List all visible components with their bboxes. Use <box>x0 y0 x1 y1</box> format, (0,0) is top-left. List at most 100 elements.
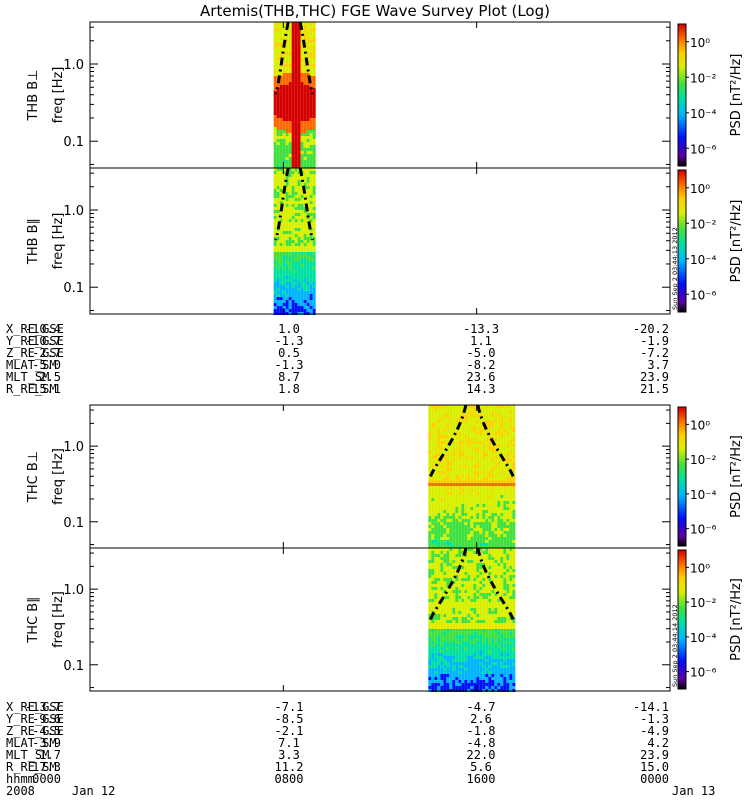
heatmap-cell <box>452 548 456 551</box>
heatmap-cell <box>512 548 516 551</box>
heatmap-cell <box>282 55 286 58</box>
heatmap-cell <box>285 228 289 231</box>
heatmap-cell <box>479 668 483 671</box>
heatmap-cell <box>491 432 495 435</box>
heatmap-cell <box>488 462 492 465</box>
heatmap-cell <box>431 659 435 662</box>
heatmap-cell <box>276 273 280 276</box>
heatmap-cell <box>452 629 456 632</box>
heatmap-cell <box>437 674 441 677</box>
heatmap-cell <box>279 210 283 213</box>
ephemeris-value: 0800 <box>275 772 304 786</box>
heatmap-cell <box>273 25 277 28</box>
heatmap-cell <box>485 411 489 414</box>
heatmap-cell <box>455 432 459 435</box>
heatmap-cell <box>282 210 286 213</box>
heatmap-cell <box>279 106 283 109</box>
heatmap-cell <box>482 486 486 489</box>
heatmap-cell <box>312 139 316 142</box>
heatmap-cell <box>291 58 295 61</box>
heatmap-cell <box>434 525 438 528</box>
heatmap-cell <box>464 501 468 504</box>
heatmap-cell <box>494 644 498 647</box>
heatmap-cell <box>440 420 444 423</box>
heatmap-cell <box>461 480 465 483</box>
heatmap-cell <box>279 195 283 198</box>
heatmap-cell <box>452 584 456 587</box>
heatmap-cell <box>306 79 310 82</box>
heatmap-cell <box>455 507 459 510</box>
heatmap-cell <box>497 510 501 513</box>
heatmap-cell <box>273 225 277 228</box>
heatmap-cell <box>485 444 489 447</box>
heatmap-cell <box>437 468 441 471</box>
heatmap-cell <box>309 180 313 183</box>
heatmap-cell <box>497 623 501 626</box>
heatmap-cell <box>294 139 298 142</box>
heatmap-cell <box>285 219 289 222</box>
heatmap-cell <box>503 677 507 680</box>
heatmap-cell <box>452 459 456 462</box>
heatmap-cell <box>467 575 471 578</box>
heatmap-cell <box>297 291 301 294</box>
heatmap-cell <box>291 136 295 139</box>
heatmap-cell <box>309 279 313 282</box>
heatmap-cell <box>291 37 295 40</box>
heatmap-cell <box>464 498 468 501</box>
heatmap-cell <box>282 145 286 148</box>
heatmap-cell <box>488 674 492 677</box>
heatmap-cell <box>464 459 468 462</box>
heatmap-cell <box>306 216 310 219</box>
heatmap-cell <box>506 659 510 662</box>
heatmap-cell <box>482 554 486 557</box>
y-tick-label: 0.1 <box>63 659 84 674</box>
heatmap-cell <box>285 46 289 49</box>
heatmap-cell <box>497 626 501 629</box>
heatmap-cell <box>446 590 450 593</box>
heatmap-cell <box>300 309 304 312</box>
heatmap-cell <box>282 225 286 228</box>
heatmap-cell <box>306 306 310 309</box>
heatmap-cell <box>473 423 477 426</box>
heatmap-cell <box>464 617 468 620</box>
heatmap-cell <box>464 441 468 444</box>
heatmap-cell <box>312 195 316 198</box>
heatmap-cell <box>506 477 510 480</box>
heatmap-cell <box>473 656 477 659</box>
heatmap-cell <box>446 537 450 540</box>
heatmap-cell <box>512 554 516 557</box>
heatmap-cell <box>297 180 301 183</box>
heatmap-cell <box>467 605 471 608</box>
heatmap-cell <box>276 37 280 40</box>
heatmap-cell <box>273 61 277 64</box>
heatmap-cell <box>476 492 480 495</box>
heatmap-cell <box>288 258 292 261</box>
heatmap-cell <box>282 288 286 291</box>
heatmap-cell <box>473 441 477 444</box>
heatmap-cell <box>482 438 486 441</box>
heatmap-cell <box>488 492 492 495</box>
heatmap-cell <box>500 590 504 593</box>
heatmap-cell <box>494 474 498 477</box>
heatmap-cell <box>273 106 277 109</box>
heatmap-cell <box>506 584 510 587</box>
heatmap-cell <box>434 513 438 516</box>
heatmap-cell <box>273 124 277 127</box>
colorbar-tick-label: 10⁰ <box>690 418 710 432</box>
boundary-curve-right <box>298 21 315 95</box>
heatmap-cell <box>473 477 477 480</box>
heatmap-cell <box>461 644 465 647</box>
heatmap-cell <box>461 501 465 504</box>
heatmap-cell <box>431 674 435 677</box>
heatmap-cell <box>470 620 474 623</box>
heatmap-cell <box>470 548 474 551</box>
heatmap-cell <box>291 201 295 204</box>
heatmap-cell <box>473 605 477 608</box>
heatmap-cell <box>467 537 471 540</box>
heatmap-cell <box>294 168 298 171</box>
heatmap-cell <box>285 189 289 192</box>
heatmap-cell <box>509 513 513 516</box>
heatmap-cell <box>431 677 435 680</box>
heatmap-cell <box>306 142 310 145</box>
heatmap-cell <box>476 593 480 596</box>
